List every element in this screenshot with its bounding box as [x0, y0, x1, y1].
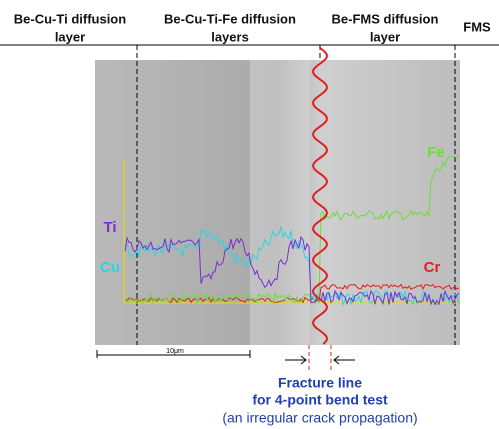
- line-scan: [124, 235, 460, 306]
- element-label: Ti: [103, 219, 116, 236]
- layer-label: layer: [370, 29, 400, 44]
- layer-label: layers: [211, 29, 249, 44]
- fracture-title: Fracture line: [278, 375, 362, 391]
- layer-label: Be-Cu-Ti-Fe diffusion: [164, 11, 296, 26]
- fracture-note: (an irregular crack propagation): [222, 410, 417, 426]
- layer-label: layer: [55, 29, 85, 44]
- line-scan: [124, 154, 460, 305]
- layer-label: Be-FMS diffusion: [332, 11, 439, 26]
- element-label: Cr: [424, 259, 441, 276]
- sem-bright-band: [250, 60, 310, 345]
- element-label: Fe: [427, 144, 445, 161]
- fracture-title: for 4-point bend test: [252, 392, 388, 408]
- layer-label: FMS: [463, 19, 491, 34]
- layer-label: Be-Cu-Ti diffusion: [14, 11, 126, 26]
- element-label: Cu: [100, 259, 120, 276]
- scale-label: 10μm: [166, 348, 184, 355]
- line-scan: [124, 226, 460, 307]
- fracture-line: [311, 47, 329, 345]
- fracture-arrows: [285, 355, 355, 365]
